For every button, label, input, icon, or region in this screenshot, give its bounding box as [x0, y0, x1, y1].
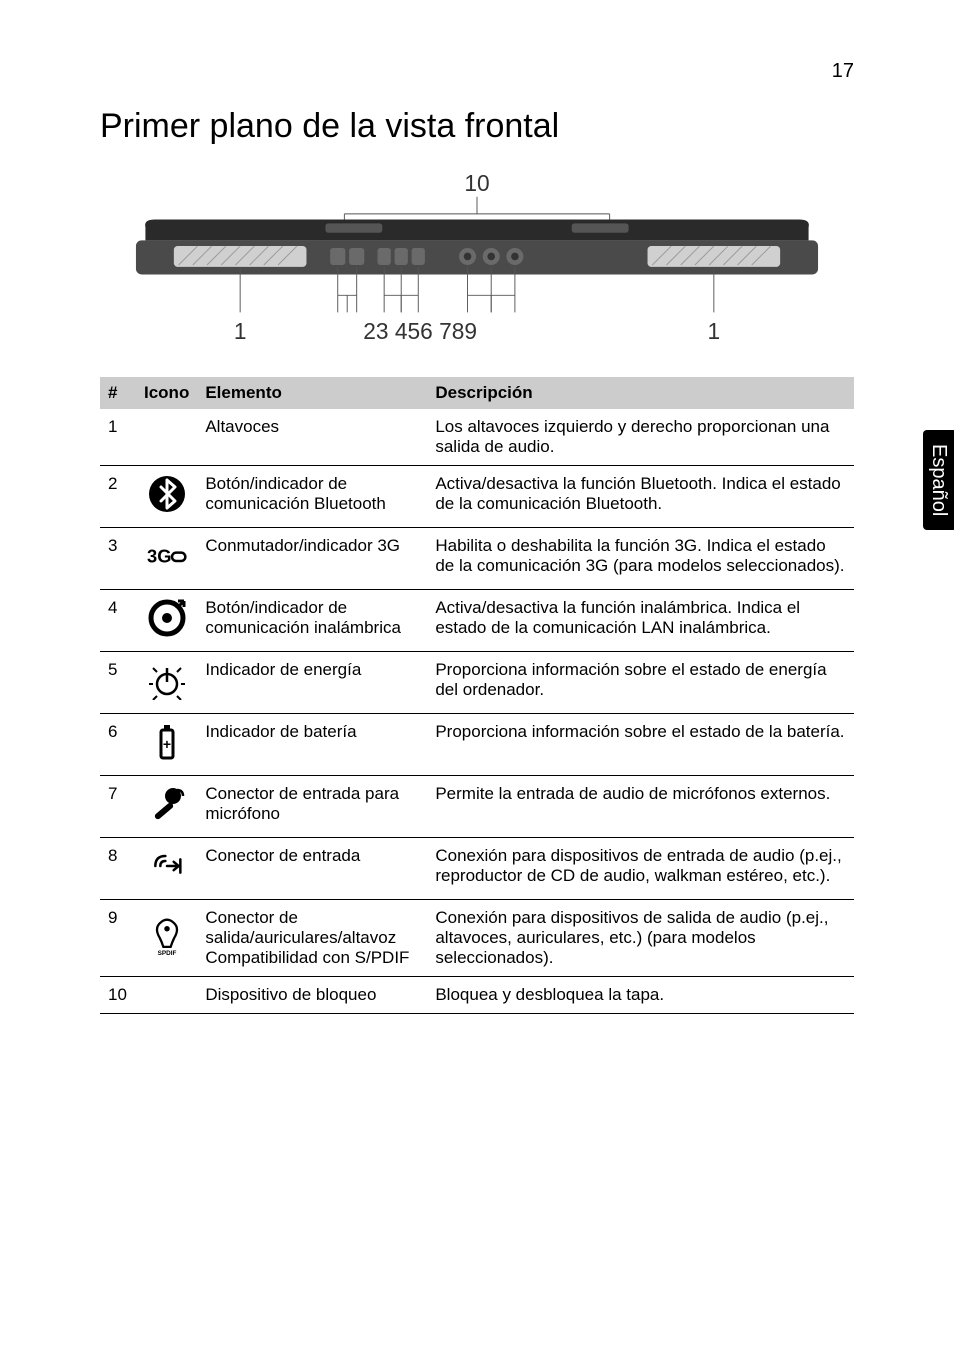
diagram-label-mid: 23 456 789 — [363, 318, 477, 344]
diagram-label-left: 1 — [234, 318, 247, 344]
table-row: 9 Conector de salida/auriculares/altavoz … — [100, 900, 854, 977]
row-description: Proporciona información sobre el estado … — [427, 652, 854, 714]
diagram-top-label: 10 — [464, 170, 489, 196]
row-element: Botón/indicador de comunicación inalámbr… — [197, 590, 427, 652]
row-description: Los altavoces izquierdo y derecho propor… — [427, 409, 854, 466]
table-row: 8 Conector de entradaConexión para dispos… — [100, 838, 854, 900]
row-description: Conexión para dispositivos de salida de … — [427, 900, 854, 977]
row-num: 10 — [100, 977, 136, 1014]
col-desc: Descripción — [427, 377, 854, 409]
table-row: 6 Indicador de bateríaProporciona informa… — [100, 714, 854, 776]
battery-icon — [136, 714, 197, 776]
col-num: # — [100, 377, 136, 409]
row-description: Conexión para dispositivos de entrada de… — [427, 838, 854, 900]
row-num: 6 — [100, 714, 136, 776]
row-num: 7 — [100, 776, 136, 838]
no-icon — [136, 409, 197, 466]
row-element: Altavoces — [197, 409, 427, 466]
diagram-label-right: 1 — [708, 318, 721, 344]
table-row: 2 Botón/indicador de comunicación Bluetoo… — [100, 466, 854, 528]
row-num: 5 — [100, 652, 136, 714]
row-element: Indicador de batería — [197, 714, 427, 776]
row-element: Conmutador/indicador 3G — [197, 528, 427, 590]
bluetooth-icon — [136, 466, 197, 528]
row-num: 4 — [100, 590, 136, 652]
spdif-icon — [136, 900, 197, 977]
table-row: 3 Conmutador/indicador 3GHabilita o desha… — [100, 528, 854, 590]
table-row: 10 Dispositivo de bloqueoBloquea y desblo… — [100, 977, 854, 1014]
no-icon — [136, 977, 197, 1014]
row-num: 1 — [100, 409, 136, 466]
row-element: Indicador de energía — [197, 652, 427, 714]
row-description: Proporciona información sobre el estado … — [427, 714, 854, 776]
table-row: 5 Indicador de energíaProporciona informa… — [100, 652, 854, 714]
row-element: Dispositivo de bloqueo — [197, 977, 427, 1014]
components-table: # Icono Elemento Descripción 1 AltavocesL… — [100, 377, 854, 1014]
row-element: Conector de entrada para micrófono — [197, 776, 427, 838]
language-tab: Español — [923, 430, 954, 530]
front-view-diagram: 10 — [100, 170, 854, 365]
row-num: 3 — [100, 528, 136, 590]
power-icon — [136, 652, 197, 714]
row-num: 2 — [100, 466, 136, 528]
page-title: Primer plano de la vista frontal — [100, 107, 854, 146]
row-description: Activa/desactiva la función inalámbrica.… — [427, 590, 854, 652]
mic-icon — [136, 776, 197, 838]
table-row: 7 Conector de entrada para micrófonoPermi… — [100, 776, 854, 838]
threeg-icon — [136, 528, 197, 590]
row-num: 9 — [100, 900, 136, 977]
row-element: Conector de entrada — [197, 838, 427, 900]
page: 17 Primer plano de la vista frontal 10 — [0, 0, 954, 1074]
row-description: Habilita o deshabilita la función 3G. In… — [427, 528, 854, 590]
table-row: 4 Botón/indicador de comunicación inalámb… — [100, 590, 854, 652]
row-num: 8 — [100, 838, 136, 900]
col-elem: Elemento — [197, 377, 427, 409]
row-description: Permite la entrada de audio de micrófono… — [427, 776, 854, 838]
col-icon: Icono — [136, 377, 197, 409]
row-description: Activa/desactiva la función Bluetooth. I… — [427, 466, 854, 528]
row-element: Conector de salida/auriculares/altavoz C… — [197, 900, 427, 977]
row-element: Botón/indicador de comunicación Bluetoot… — [197, 466, 427, 528]
wifi-icon — [136, 590, 197, 652]
row-description: Bloquea y desbloquea la tapa. — [427, 977, 854, 1014]
page-number: 17 — [100, 60, 854, 83]
linein-icon — [136, 838, 197, 900]
table-row: 1 AltavocesLos altavoces izquierdo y dere… — [100, 409, 854, 466]
